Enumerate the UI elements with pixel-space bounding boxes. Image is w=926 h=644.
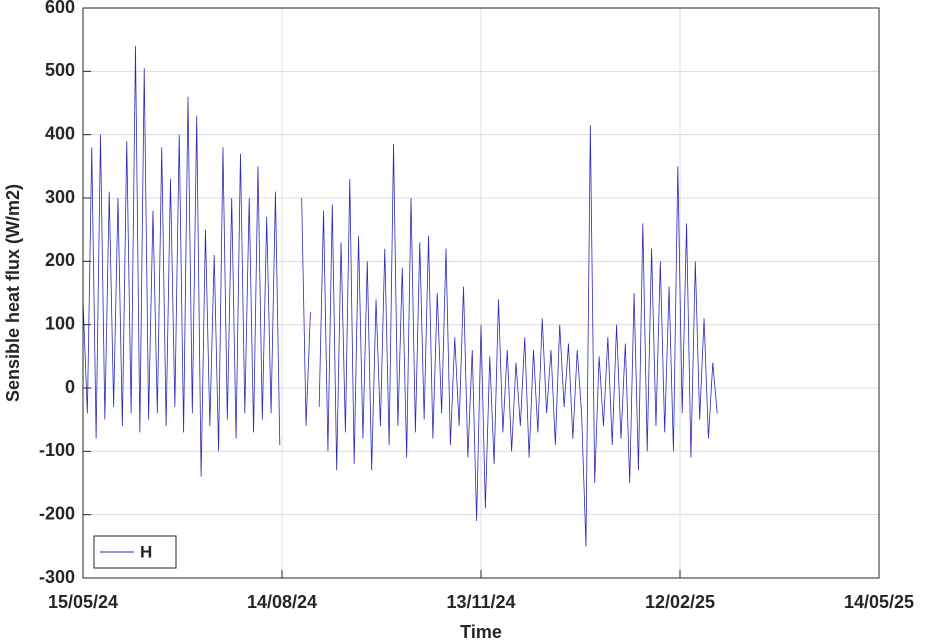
x-axis-label: Time (460, 622, 502, 642)
legend: H (93, 535, 177, 569)
y-tick-label: 400 (45, 123, 75, 143)
y-tick-label: 100 (45, 313, 75, 333)
y-tick-label: -200 (39, 503, 75, 523)
marks (82, 45, 718, 547)
y-tick-label: -100 (39, 440, 75, 460)
y-tick-label: -300 (39, 567, 75, 587)
x-tick-label: 14/05/25 (844, 592, 914, 612)
y-tick-label: 200 (45, 250, 75, 270)
y-tick-label: 300 (45, 187, 75, 207)
y-tick-label: 500 (45, 60, 75, 80)
y-axis-label: Sensible heat flux (W/m2) (3, 184, 23, 402)
x-tick-label: 15/05/24 (48, 592, 118, 612)
data-line (82, 45, 718, 547)
x-tick-label: 13/11/24 (446, 592, 515, 612)
x-tick-label: 12/02/25 (645, 592, 715, 612)
legend-label: H (140, 542, 152, 561)
x-tick-label: 14/08/24 (247, 592, 317, 612)
y-tick-label: 0 (65, 377, 75, 397)
y-tick-label: 600 (45, 0, 75, 17)
labels: -300 -200 -100 0 100 200 300 400 500 600 15/05/24 1… (39, 0, 914, 612)
